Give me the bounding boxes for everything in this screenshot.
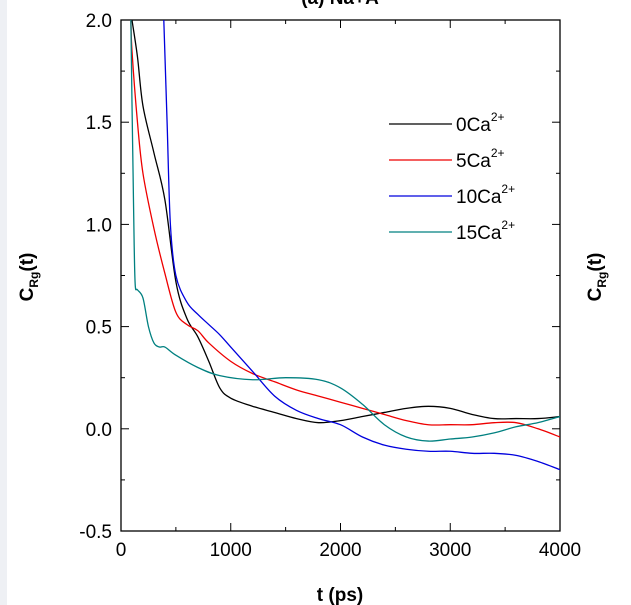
y-tick-label: 1.0 bbox=[86, 215, 112, 236]
legend: 0Ca2+5Ca2+10Ca2+15Ca2+ bbox=[389, 110, 515, 244]
y-axis-title: CRg(t) bbox=[17, 253, 41, 302]
left-margin-strip bbox=[0, 0, 7, 605]
series-line-5ca bbox=[130, 20, 560, 438]
chart-title: (a) Na+A bbox=[301, 0, 379, 9]
y-axis-title-suffix: (t) bbox=[17, 253, 38, 272]
series-line-10ca bbox=[163, 20, 560, 471]
x-axis-title: t (ps) bbox=[317, 585, 363, 605]
legend-label-text: 5Ca bbox=[456, 151, 491, 172]
x-tick-label: 2000 bbox=[319, 540, 361, 561]
legend-label-superscript: 2+ bbox=[501, 218, 515, 232]
right-y-axis-title-main: C bbox=[585, 287, 606, 301]
legend-label-superscript: 2+ bbox=[491, 146, 505, 160]
series-line-15ca bbox=[130, 20, 560, 442]
legend-label-text: 10Ca bbox=[456, 187, 502, 208]
y-axis-title-subscript: Rg bbox=[27, 272, 41, 288]
legend-label-text: 0Ca bbox=[456, 115, 491, 136]
x-axis-ticks: 0 1000 2000 3000 4000 bbox=[116, 20, 581, 561]
legend-label-text: 15Ca bbox=[456, 223, 502, 244]
y-tick-label: 0.0 bbox=[86, 420, 112, 441]
plot-frame bbox=[120, 19, 561, 532]
legend-label-5ca: 5Ca2+ bbox=[456, 146, 505, 172]
series-lines bbox=[130, 20, 560, 471]
y-tick-label: -0.5 bbox=[79, 522, 112, 543]
y-tick-label: 1.5 bbox=[86, 113, 112, 134]
legend-label-0ca: 0Ca2+ bbox=[456, 110, 505, 136]
y-axis-ticks: -0.5 0.0 0.5 1.0 1.5 2.0 bbox=[79, 11, 560, 543]
y-axis-title-main: C bbox=[17, 287, 38, 301]
right-y-axis-title-suffix: (t) bbox=[585, 253, 606, 272]
x-tick-label: 3000 bbox=[429, 540, 471, 561]
x-tick-label: 4000 bbox=[539, 540, 581, 561]
legend-label-15ca: 15Ca2+ bbox=[456, 218, 515, 244]
x-tick-label: 0 bbox=[116, 540, 127, 561]
right-y-axis-title: CRg(t) bbox=[585, 253, 609, 302]
legend-label-superscript: 2+ bbox=[491, 110, 505, 124]
y-tick-label: 0.5 bbox=[86, 318, 112, 339]
legend-label-superscript: 2+ bbox=[501, 182, 515, 196]
right-y-axis-title-subscript: Rg bbox=[595, 272, 609, 288]
series-line-0ca bbox=[131, 20, 560, 424]
y-tick-label: 2.0 bbox=[86, 11, 112, 32]
x-tick-label: 1000 bbox=[210, 540, 252, 561]
legend-label-10ca: 10Ca2+ bbox=[456, 182, 515, 208]
